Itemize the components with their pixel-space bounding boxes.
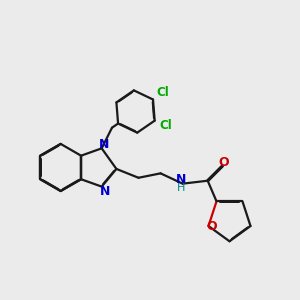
Text: N: N	[100, 185, 110, 198]
Text: H: H	[177, 183, 185, 193]
Text: O: O	[207, 220, 217, 233]
Text: Cl: Cl	[159, 119, 172, 132]
Text: N: N	[176, 173, 186, 186]
Text: N: N	[99, 138, 109, 151]
Text: Cl: Cl	[156, 86, 169, 99]
Text: O: O	[219, 156, 229, 169]
